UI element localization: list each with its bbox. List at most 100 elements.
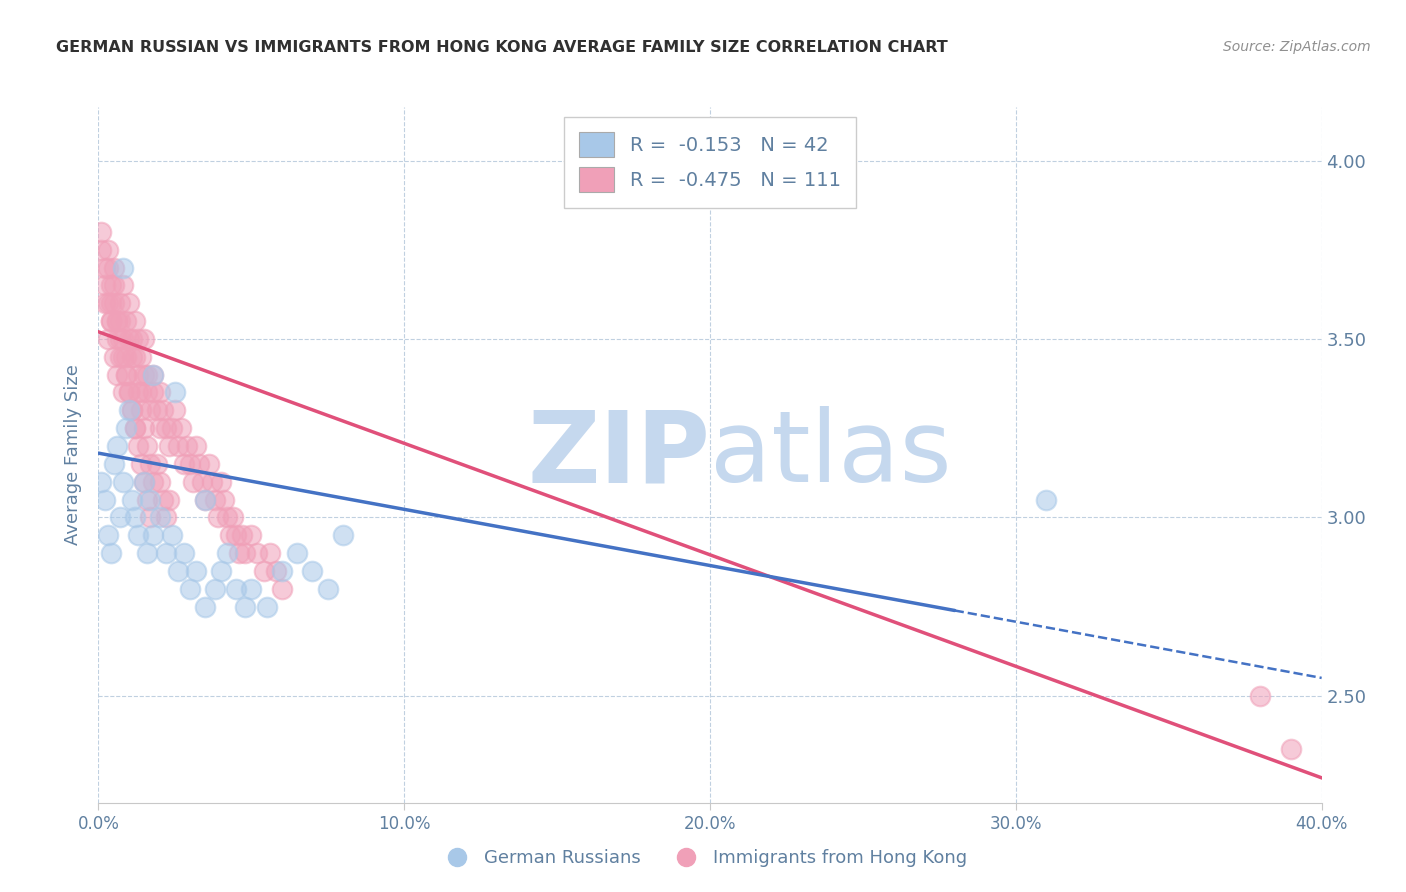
Point [103,260,125,275]
Point [191,475,214,489]
Point [127,385,149,400]
Point [111,475,134,489]
Point [100,314,122,328]
Point [240,582,263,596]
Point [194,492,217,507]
Point [93,260,115,275]
Point [207,510,229,524]
Point [134,332,156,346]
Point [240,528,263,542]
Point [136,368,159,382]
Point [163,385,186,400]
Point [225,528,247,542]
Point [115,421,138,435]
Point [121,350,143,364]
Point [124,350,146,364]
Point [256,599,278,614]
Point [136,439,159,453]
Point [186,439,208,453]
Point [301,564,323,578]
Point [97,243,120,257]
Point [142,385,165,400]
Point [108,332,131,346]
Point [93,492,115,507]
Point [142,528,165,542]
Point [103,278,125,293]
Point [136,385,159,400]
Point [108,314,131,328]
Point [97,528,120,542]
Point [1249,689,1271,703]
Point [160,421,183,435]
Point [105,314,128,328]
Point [127,439,149,453]
Point [111,385,134,400]
Point [170,421,193,435]
Text: GERMAN RUSSIAN VS IMMIGRANTS FROM HONG KONG AVERAGE FAMILY SIZE CORRELATION CHAR: GERMAN RUSSIAN VS IMMIGRANTS FROM HONG K… [56,40,948,55]
Point [100,314,122,328]
Point [139,510,162,524]
Point [194,599,217,614]
Point [127,368,149,382]
Point [105,368,128,382]
Point [1279,742,1302,756]
Point [155,546,177,560]
Point [108,510,131,524]
Point [233,546,256,560]
Y-axis label: Average Family Size: Average Family Size [63,365,82,545]
Point [139,457,162,471]
Point [97,296,120,310]
Point [121,492,143,507]
Text: Source: ZipAtlas.com: Source: ZipAtlas.com [1223,40,1371,54]
Point [188,457,211,471]
Point [136,546,159,560]
Point [167,439,190,453]
Point [124,421,146,435]
Point [209,564,232,578]
Point [246,546,269,560]
Point [100,278,122,293]
Point [215,546,238,560]
Point [108,350,131,364]
Point [252,564,274,578]
Point [225,582,247,596]
Point [316,582,339,596]
Legend: R =  -0.153   N = 42, R =  -0.475   N = 111: R = -0.153 N = 42, R = -0.475 N = 111 [564,117,856,208]
Point [142,368,165,382]
Point [212,492,235,507]
Point [118,332,141,346]
Point [115,368,138,382]
Point [127,528,149,542]
Point [134,421,156,435]
Point [139,492,162,507]
Point [111,260,134,275]
Point [160,528,183,542]
Point [204,492,226,507]
Point [127,332,149,346]
Point [129,457,152,471]
Point [259,546,281,560]
Point [145,403,167,417]
Point [129,385,152,400]
Point [111,332,134,346]
Text: atlas: atlas [710,407,952,503]
Point [142,475,165,489]
Point [149,385,172,400]
Point [105,439,128,453]
Point [176,439,198,453]
Text: ZIP: ZIP [527,407,710,503]
Point [179,457,201,471]
Point [209,475,232,489]
Point [285,546,308,560]
Point [157,439,180,453]
Point [181,475,204,489]
Point [111,278,134,293]
Point [173,546,195,560]
Point [219,528,242,542]
Legend: German Russians, Immigrants from Hong Kong: German Russians, Immigrants from Hong Ko… [432,842,974,874]
Point [157,492,180,507]
Point [115,314,138,328]
Point [134,475,156,489]
Point [93,278,115,293]
Point [90,475,112,489]
